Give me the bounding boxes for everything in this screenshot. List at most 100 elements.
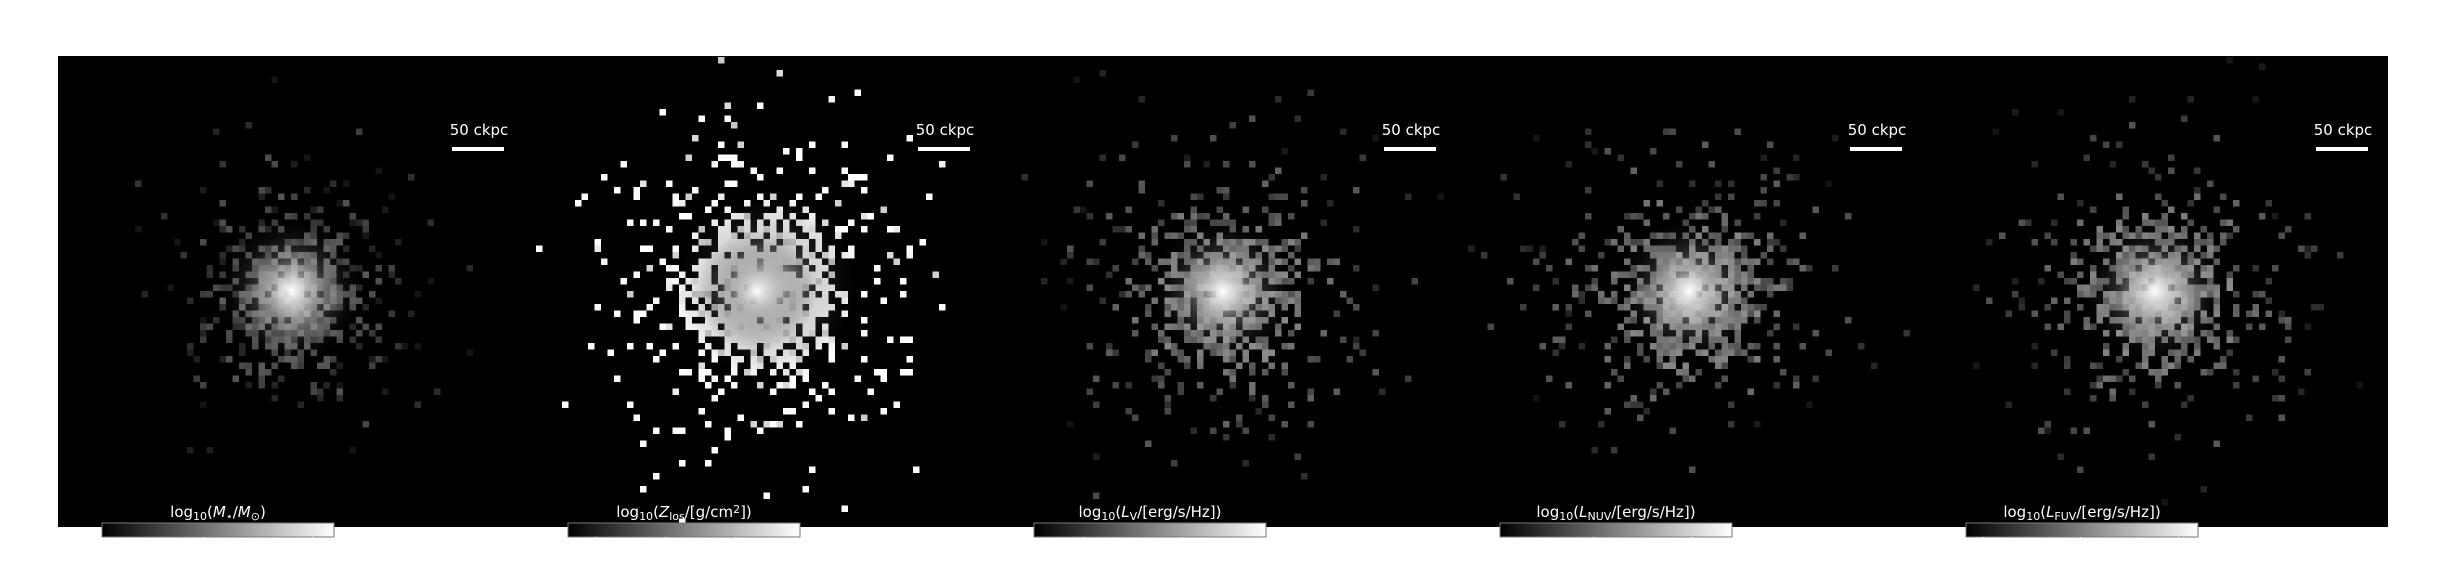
pixel [2265,297,2272,304]
pixel [789,382,796,389]
pixel [1268,362,1275,369]
panel: 50 ckpc log10(LFUV/[erg/s/Hz]) 24 26 28 [1922,56,2388,563]
pixel [2064,356,2071,363]
pixel [1262,369,1269,376]
pixel [2252,375,2259,382]
pixel [1999,232,2006,239]
pixel [861,291,868,298]
pixel [434,388,441,395]
pixel [2265,310,2272,317]
pixel [369,330,376,337]
pixel [382,206,389,213]
pixel [291,161,298,168]
pixel [330,369,337,376]
pixel [1767,232,1774,239]
pixel [1611,271,1618,278]
label-part: V [1130,510,1138,523]
pixel [1656,180,1663,187]
pixel [1643,356,1650,363]
pixel [2226,278,2233,285]
pixel [323,382,330,389]
pixel [841,167,848,174]
pixel [1624,213,1631,220]
label-part: Z [658,503,670,521]
pixel [763,492,770,499]
pixel [265,369,272,376]
label-part: / [233,503,239,521]
label-part: ) [260,503,266,521]
pixel [1565,258,1572,265]
pixel [1151,239,1158,246]
pixel [841,343,848,350]
pixel [2109,161,2116,168]
pixel [861,213,868,220]
pixel [919,239,926,246]
label-part: ⊙ [251,510,260,523]
pixel [770,421,777,428]
pixel [2311,304,2318,311]
pixel [1372,369,1379,376]
pixel [323,362,330,369]
pixel [2194,187,2201,194]
pixel [750,167,757,174]
pixel [2064,388,2071,395]
pixel [1353,304,1360,311]
pixel [614,310,621,317]
pixel [1320,330,1327,337]
pixel [776,421,783,428]
pixel [1565,323,1572,330]
pixel [466,349,473,356]
pixel [2207,232,2214,239]
pixel [1669,427,1676,434]
label-part: 10 [193,510,207,523]
pixel [2051,219,2058,226]
pixel [200,323,207,330]
panel: 50 ckpc log10(LV/[erg/s/Hz]) 26 28 [990,56,1456,563]
pixel [336,388,343,395]
pixel [640,310,647,317]
pixel [1125,206,1132,213]
pixel [2181,115,2188,122]
pixel [1119,291,1126,298]
pixel [1138,245,1145,252]
pixel [926,193,933,200]
pixel [1197,193,1204,200]
colorbar-label: log10(LV/[erg/s/Hz]) [1079,503,1222,523]
pixel [893,401,900,408]
pixel [2077,200,2084,207]
pixel [1637,349,1644,356]
pixel [1669,362,1676,369]
pixel [1125,382,1132,389]
pixel [698,115,705,122]
pixel [1702,141,1709,148]
pixel [2168,167,2175,174]
pixel [1288,382,1295,389]
pixel [939,304,946,311]
label-part: ( [1115,503,1121,521]
pixel [2246,414,2253,421]
pixel [1132,317,1139,324]
pixel [718,193,725,200]
pixel [1164,369,1171,376]
label-part: 10 [2026,510,2040,523]
pixel [1780,245,1787,252]
pixel [796,421,803,428]
pixel [1760,252,1767,259]
pixel [362,226,369,233]
pixel [1676,161,1683,168]
pixel [310,388,317,395]
colorbar-tick-label: -20 [584,545,609,563]
pixel [2213,206,2220,213]
pixel [1630,213,1637,220]
pixel [1164,395,1171,402]
pixel [2155,375,2162,382]
label-part: ( [2040,503,2046,521]
pixel [1773,323,1780,330]
pixel [854,174,861,181]
pixel [1767,291,1774,298]
pixel [2252,96,2259,103]
pixel [1533,395,1540,402]
pixel [161,213,168,220]
pixel [1903,330,1910,337]
pixel [304,187,311,194]
